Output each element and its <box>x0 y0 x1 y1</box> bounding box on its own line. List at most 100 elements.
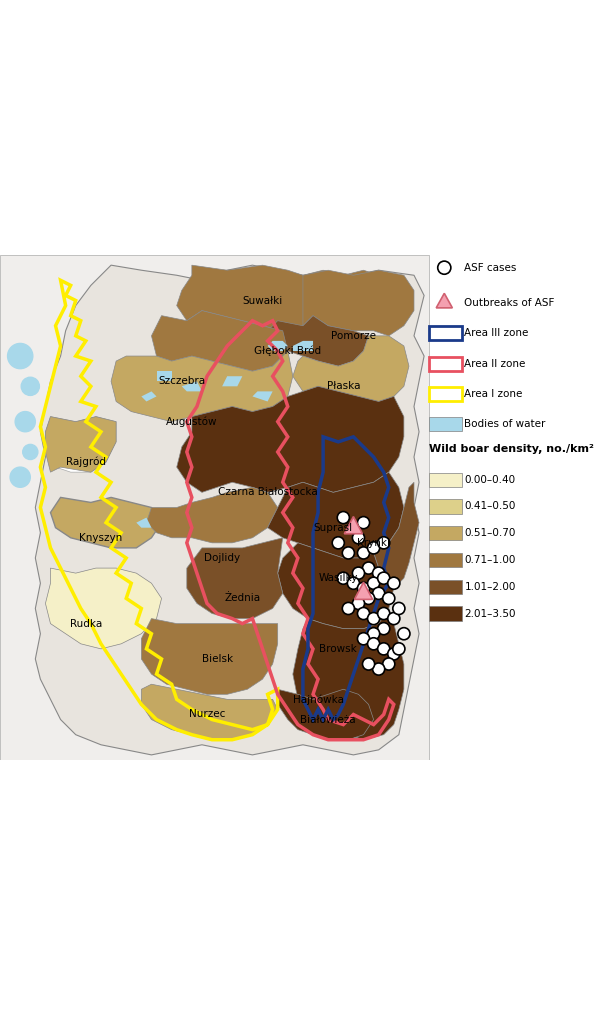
Polygon shape <box>111 351 293 421</box>
Text: 0.51–0.70: 0.51–0.70 <box>464 528 516 538</box>
Circle shape <box>347 578 359 590</box>
Text: Outbreaks of ASF: Outbreaks of ASF <box>464 298 555 308</box>
Circle shape <box>337 512 349 524</box>
Polygon shape <box>436 293 452 308</box>
Polygon shape <box>142 392 157 402</box>
Circle shape <box>393 642 405 655</box>
Text: 0.00–0.40: 0.00–0.40 <box>464 475 515 485</box>
Text: Rajgród: Rajgród <box>66 457 106 467</box>
Polygon shape <box>182 382 202 392</box>
Polygon shape <box>253 392 272 402</box>
Polygon shape <box>46 416 116 472</box>
Circle shape <box>368 578 380 590</box>
Polygon shape <box>50 497 161 548</box>
Polygon shape <box>268 316 368 366</box>
Bar <box>429 526 462 540</box>
Text: 0.41–0.50: 0.41–0.50 <box>464 501 516 512</box>
Polygon shape <box>293 341 313 351</box>
Circle shape <box>8 343 33 368</box>
Circle shape <box>368 542 380 554</box>
Circle shape <box>373 567 385 580</box>
Polygon shape <box>142 684 278 740</box>
Bar <box>429 473 462 487</box>
Polygon shape <box>177 387 404 492</box>
Circle shape <box>362 562 374 574</box>
Text: Area III zone: Area III zone <box>464 328 529 338</box>
Polygon shape <box>355 583 373 600</box>
Polygon shape <box>222 377 242 387</box>
Circle shape <box>373 588 385 600</box>
Circle shape <box>10 467 30 487</box>
Text: Dojlidy: Dojlidy <box>204 553 240 563</box>
Circle shape <box>343 547 355 559</box>
Text: Głęboki Bród: Głęboki Bród <box>254 346 322 356</box>
Polygon shape <box>0 255 429 760</box>
Text: 0.71–1.00: 0.71–1.00 <box>464 555 516 565</box>
Text: Hajnówka: Hajnówka <box>293 694 344 704</box>
Circle shape <box>368 627 380 639</box>
Text: Area I zone: Area I zone <box>464 389 523 399</box>
Circle shape <box>358 547 370 559</box>
Polygon shape <box>374 482 419 589</box>
Text: 1.01–2.00: 1.01–2.00 <box>464 582 516 592</box>
Polygon shape <box>142 618 278 694</box>
Circle shape <box>373 663 385 675</box>
Polygon shape <box>151 311 288 371</box>
Text: Suwałki: Suwałki <box>242 295 283 306</box>
Circle shape <box>368 612 380 624</box>
Circle shape <box>21 378 40 396</box>
Text: Krynki: Krynki <box>357 538 390 548</box>
Circle shape <box>332 537 344 549</box>
Polygon shape <box>278 689 374 740</box>
Circle shape <box>358 517 370 529</box>
Circle shape <box>398 627 410 639</box>
Polygon shape <box>187 538 283 618</box>
Text: Browsk: Browsk <box>319 644 357 654</box>
Bar <box>429 499 462 514</box>
Polygon shape <box>293 608 404 740</box>
Polygon shape <box>278 543 394 628</box>
Text: Białowieża: Białowieża <box>301 715 356 725</box>
Circle shape <box>347 522 359 534</box>
Text: Nurzec: Nurzec <box>189 709 225 720</box>
Text: Bielsk: Bielsk <box>202 654 233 664</box>
Circle shape <box>358 583 370 595</box>
Polygon shape <box>136 518 151 528</box>
Polygon shape <box>146 487 278 543</box>
Polygon shape <box>293 336 409 402</box>
Text: Wasilky: Wasilky <box>319 573 358 584</box>
Circle shape <box>388 578 400 590</box>
Circle shape <box>358 632 370 645</box>
Circle shape <box>377 572 390 585</box>
Bar <box>429 580 462 594</box>
Text: Szczebra: Szczebra <box>158 377 205 387</box>
Circle shape <box>383 593 395 605</box>
Circle shape <box>362 593 374 605</box>
Text: Pomorze: Pomorze <box>331 331 376 341</box>
Polygon shape <box>177 265 389 331</box>
Bar <box>429 553 462 567</box>
Bar <box>429 356 462 370</box>
Polygon shape <box>268 472 404 558</box>
Text: Bodies of water: Bodies of water <box>464 419 546 429</box>
Circle shape <box>337 572 349 585</box>
Text: Wild boar density, no./km²: Wild boar density, no./km² <box>429 445 594 455</box>
Circle shape <box>383 658 395 670</box>
Polygon shape <box>157 371 172 382</box>
Circle shape <box>368 637 380 650</box>
Circle shape <box>388 612 400 624</box>
Circle shape <box>438 261 451 274</box>
Text: Supraśl: Supraśl <box>314 522 353 533</box>
Circle shape <box>15 411 35 431</box>
Circle shape <box>388 648 400 660</box>
Circle shape <box>352 598 365 609</box>
Bar <box>429 417 462 431</box>
Circle shape <box>393 603 405 614</box>
Circle shape <box>377 642 390 655</box>
Circle shape <box>23 445 38 460</box>
Text: 2.01–3.50: 2.01–3.50 <box>464 609 516 618</box>
Polygon shape <box>35 265 424 755</box>
Bar <box>429 606 462 620</box>
Circle shape <box>352 532 365 544</box>
Text: Żednia: Żednia <box>224 594 260 603</box>
